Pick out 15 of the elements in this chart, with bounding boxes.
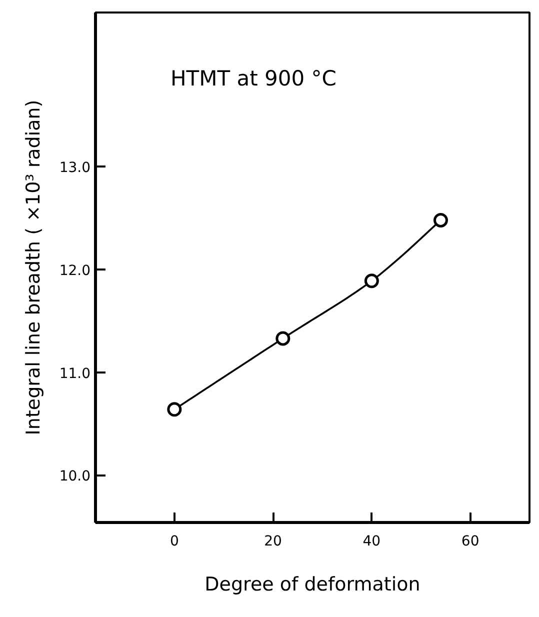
point: [167, 402, 182, 417]
x-tick-label: 60: [461, 534, 480, 550]
x-axis-title: Degree of deformation: [204, 574, 420, 596]
x-tick-label: 20: [264, 534, 282, 550]
point: [433, 212, 448, 228]
x-tick-label: 40: [362, 534, 381, 550]
y-axis-title: Integral line breadth ( ×10³ radian): [22, 100, 44, 436]
annotation: HTMT at 900 °C: [170, 66, 336, 90]
point: [276, 331, 290, 346]
x-tick-label: 0: [170, 534, 179, 550]
y-tick-label: 11.0: [59, 366, 90, 382]
y-tick-label: 10.0: [59, 468, 90, 485]
y-tick-label: 13.0: [59, 160, 90, 176]
y-tick-label: 12.0: [59, 263, 90, 280]
point: [364, 274, 379, 288]
